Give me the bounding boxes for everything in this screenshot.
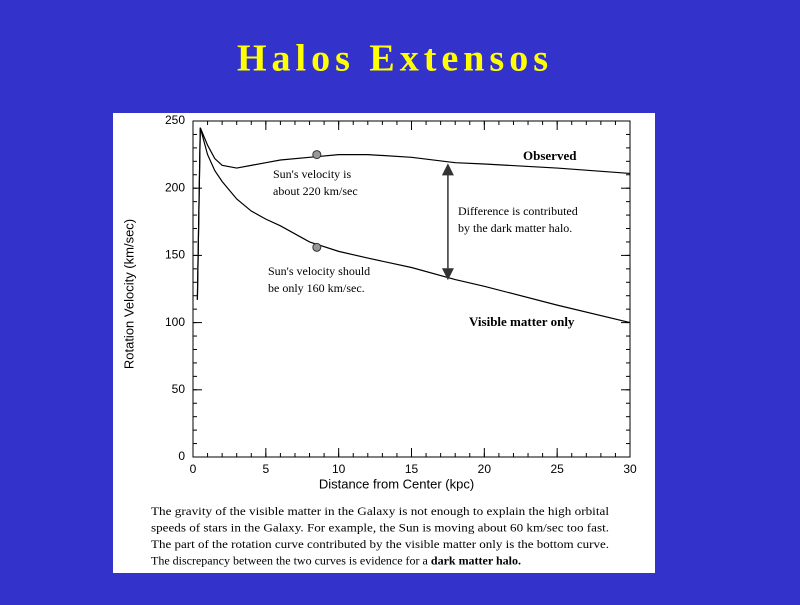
- x-tick-label: 0: [190, 462, 197, 476]
- y-tick-label: 0: [178, 449, 185, 463]
- caption-line: speeds of stars in the Galaxy. For examp…: [151, 520, 609, 534]
- series-label: Visible matter only: [469, 314, 575, 329]
- caption-bold: dark matter halo.: [431, 553, 521, 567]
- x-tick-label: 15: [405, 462, 419, 476]
- x-tick-label: 20: [478, 462, 492, 476]
- figure-panel: [113, 113, 655, 573]
- series-line: [196, 127, 631, 300]
- annotation: Sun's velocity is: [273, 167, 351, 181]
- series-line: [196, 127, 631, 324]
- annotation: Difference is contributed: [458, 204, 578, 218]
- annotation: by the dark matter halo.: [458, 221, 572, 235]
- y-axis-label: Rotation Velocity (km/sec): [121, 219, 136, 369]
- slide-title: Halos Extensos: [237, 38, 553, 80]
- y-tick-label: 100: [165, 315, 185, 329]
- sun-marker: [312, 150, 322, 160]
- annotation: be only 160 km/sec.: [268, 281, 365, 295]
- y-tick-label: 50: [172, 382, 186, 396]
- series-label: Observed: [523, 148, 577, 163]
- annotation: Sun's velocity should: [268, 264, 370, 278]
- caption-line: The part of the rotation curve contribut…: [151, 537, 609, 551]
- x-tick-label: 5: [262, 462, 269, 476]
- sun-marker: [312, 242, 322, 252]
- caption-line: The discrepancy between the two curves i…: [151, 553, 521, 567]
- caption-line: The gravity of the visible matter in the…: [151, 504, 610, 518]
- annotation: about 220 km/sec: [273, 184, 358, 198]
- y-tick-label: 150: [165, 248, 185, 262]
- y-tick-label: 200: [165, 180, 185, 194]
- y-tick-label: 250: [165, 113, 185, 127]
- x-tick-label: 10: [332, 462, 346, 476]
- x-tick-label: 30: [623, 462, 637, 476]
- x-axis-label: Distance from Center (kpc): [319, 476, 474, 491]
- x-tick-label: 25: [550, 462, 564, 476]
